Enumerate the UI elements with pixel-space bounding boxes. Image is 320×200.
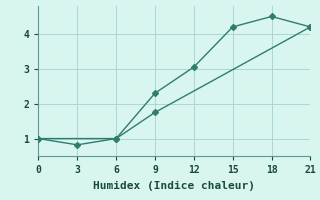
X-axis label: Humidex (Indice chaleur): Humidex (Indice chaleur) (93, 181, 255, 191)
